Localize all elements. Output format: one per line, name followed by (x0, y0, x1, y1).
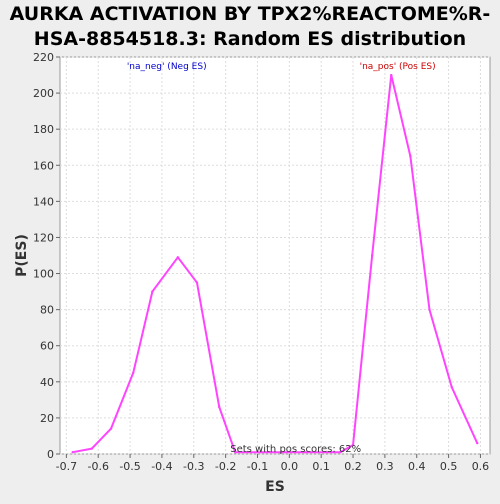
x-tick-label: -0.7 (56, 460, 77, 473)
x-tick-label: 0.1 (312, 460, 330, 473)
y-tick-label: 60 (40, 340, 54, 353)
data-point (233, 450, 237, 454)
chart-title-line-2: HSA-8854518.3: Random ES distribution (34, 28, 466, 50)
data-point (151, 290, 154, 293)
data-point (132, 371, 135, 374)
data-point (409, 155, 412, 158)
y-tick-label: 100 (33, 268, 54, 281)
chart-title-line-1: AURKA ACTIVATION BY TPX2%REACTOME%R- (10, 3, 491, 25)
x-tick-label: 0.4 (408, 460, 426, 473)
y-tick-label: 120 (33, 231, 54, 244)
series-layer (71, 73, 479, 454)
x-axis-label: ES (265, 479, 285, 495)
data-point (390, 73, 393, 77)
x-tick-label: -0.1 (247, 460, 268, 473)
y-tick-label: 160 (33, 159, 54, 172)
x-tick-label: 0.5 (440, 460, 458, 473)
plot-area (59, 56, 491, 455)
y-axis-label: P(ES) (14, 234, 30, 277)
data-point (90, 447, 94, 450)
data-point (428, 308, 431, 311)
x-tick-label: -0.5 (119, 460, 140, 473)
x-tick-label: 0.6 (472, 460, 490, 473)
x-tick-label: -0.3 (183, 460, 204, 473)
y-tick-label: 200 (33, 87, 54, 100)
data-point (71, 450, 74, 454)
x-tick-label: -0.2 (215, 460, 236, 473)
neg-es-annotation: 'na_neg' (Neg ES) (127, 62, 207, 72)
data-point (195, 281, 199, 284)
data-point (476, 441, 479, 445)
y-tick-label: 140 (33, 195, 54, 208)
x-tick-label: 0.3 (376, 460, 394, 473)
y-tick-label: 0 (47, 448, 54, 461)
axis-ticks: -0.7 -0.6 -0.5 -0.4 -0.3 -0.2 -0.1 0.0 0.1 0.2 0.3… (33, 51, 489, 473)
pos-scores-footnote: Sets with pos scores: 62% (230, 444, 361, 455)
pos-es-annotation: 'na_pos' (Pos ES) (360, 62, 436, 72)
y-tick-label: 20 (40, 412, 54, 425)
data-point (176, 256, 180, 259)
data-point (450, 386, 453, 389)
y-tick-label: 180 (33, 123, 54, 136)
x-tick-label: -0.4 (151, 460, 172, 473)
data-point (351, 443, 355, 447)
y-tick-label: 40 (40, 376, 54, 389)
data-point (109, 427, 113, 430)
y-tick-label: 80 (40, 304, 54, 317)
y-tick-label: 220 (33, 51, 54, 64)
x-tick-label: 0.0 (281, 460, 299, 473)
x-tick-label: -0.6 (87, 460, 108, 473)
data-point (339, 450, 342, 454)
data-point (218, 405, 221, 409)
data-point (370, 254, 374, 257)
x-tick-label: 0.2 (344, 460, 362, 473)
